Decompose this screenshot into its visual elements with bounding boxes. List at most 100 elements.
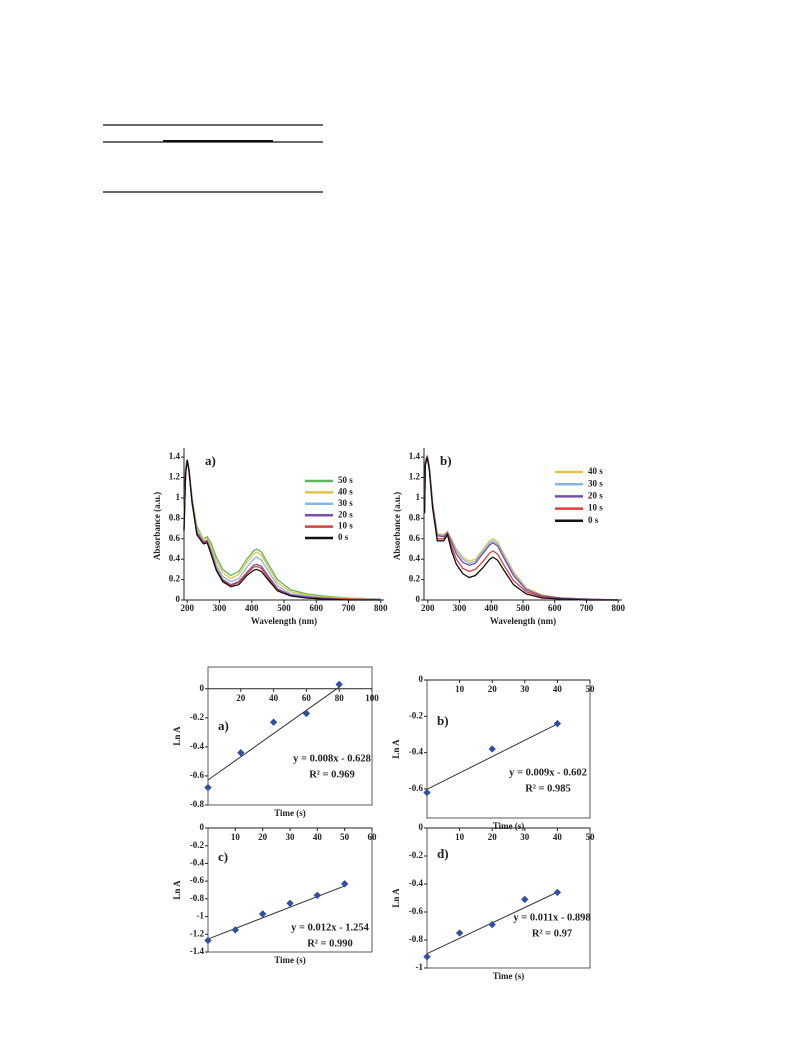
- data-point: [521, 895, 529, 904]
- y-tick-label: -0.4: [190, 857, 205, 867]
- y-tick-label: -0.2: [190, 840, 205, 850]
- x-tick-label: 600: [310, 603, 324, 613]
- y-tick-label: 1: [176, 492, 181, 502]
- y-tick-label: -0.2: [409, 710, 424, 720]
- y-tick-label: 0: [419, 674, 424, 684]
- panel-label: a): [205, 453, 216, 468]
- y-tick-label: 0.6: [169, 533, 181, 543]
- x-tick-label: 30: [520, 684, 530, 694]
- y-tick-label: 0.4: [169, 553, 181, 563]
- y-tick-label: -0.4: [190, 741, 205, 751]
- data-point: [553, 888, 562, 897]
- panel-label: b): [440, 453, 452, 468]
- x-tick-label: 200: [180, 603, 194, 613]
- legend-label: 0 s: [588, 515, 599, 525]
- x-tick-label: 100: [365, 693, 379, 703]
- fit-equation: y = 0.008x - 0.628: [293, 753, 371, 764]
- y-tick-label: -0.4: [409, 747, 424, 757]
- panel-label: c): [218, 849, 228, 864]
- x-tick-label: 10: [231, 832, 241, 842]
- r-squared: R² = 0.985: [525, 783, 571, 794]
- legend-label: 30 s: [588, 478, 603, 488]
- r-squared: R² = 0.969: [309, 769, 355, 780]
- data-point: [423, 788, 431, 797]
- y-tick-label: 0: [200, 822, 205, 832]
- x-tick-label: 80: [335, 693, 345, 703]
- x-tick-label: 40: [269, 693, 279, 703]
- spectrum-line: [423, 454, 619, 601]
- r-squared: R² = 0.990: [307, 938, 353, 949]
- legend-label: 50 s: [338, 475, 353, 485]
- x-tick-label: 500: [277, 603, 291, 613]
- data-point: [204, 783, 212, 792]
- legend-label: 10 s: [588, 503, 603, 513]
- data-point: [455, 929, 464, 937]
- legend-label: 40 s: [338, 486, 353, 496]
- y-tick-label: -0.8: [190, 893, 205, 903]
- y-axis-title: Ln A: [172, 726, 182, 746]
- y-tick-label: 1: [416, 492, 421, 502]
- y-tick-label: -0.6: [409, 906, 424, 916]
- x-tick-label: 30: [286, 832, 296, 842]
- fit-line: [207, 885, 345, 940]
- x-tick-label: 20: [258, 832, 268, 842]
- data-point: [553, 719, 562, 728]
- y-tick-label: -1: [416, 962, 424, 972]
- y-tick-label: 0: [416, 594, 421, 604]
- x-tick-label: 300: [213, 603, 227, 613]
- fit-equation: y = 0.011x - 0.898: [513, 912, 590, 923]
- x-tick-label: 800: [374, 603, 388, 613]
- y-tick-label: 0.8: [409, 512, 421, 522]
- panel-label: b): [437, 713, 449, 728]
- x-tick-label: 800: [611, 603, 625, 613]
- x-axis-title: Time (s): [493, 971, 525, 981]
- y-tick-label: -0.6: [190, 875, 205, 885]
- panel-label: a): [218, 718, 229, 733]
- y-tick-label: -1.2: [190, 928, 205, 938]
- legend-label: 10 s: [338, 521, 353, 531]
- fit-equation: y = 0.009x - 0.602: [509, 767, 587, 778]
- x-tick-label: 500: [516, 603, 530, 613]
- y-tick-label: -0.4: [409, 878, 424, 888]
- y-tick-label: -0.6: [409, 783, 424, 793]
- legend-label: 0 s: [338, 532, 349, 542]
- data-point: [335, 680, 343, 689]
- x-tick-label: 700: [580, 603, 594, 613]
- x-tick-label: 20: [236, 693, 246, 703]
- data-point: [313, 891, 322, 899]
- data-point: [286, 899, 294, 907]
- legend-label: 40 s: [588, 466, 603, 476]
- data-point: [488, 920, 496, 929]
- legend-label: 30 s: [338, 498, 353, 508]
- y-tick-label: 0: [419, 822, 424, 832]
- spectrum-line: [423, 456, 619, 601]
- x-tick-label: 400: [245, 603, 259, 613]
- y-tick-label: 0.2: [409, 574, 421, 584]
- x-tick-label: 50: [586, 832, 596, 842]
- y-axis-title: Absorbance (a.u.): [152, 492, 162, 560]
- y-tick-label: 0.6: [409, 533, 421, 543]
- x-tick-label: 10: [455, 684, 465, 694]
- x-tick-label: 60: [368, 832, 378, 842]
- y-tick-label: -0.2: [409, 850, 424, 860]
- data-point: [340, 880, 349, 888]
- y-axis-title: Ln A: [391, 888, 401, 908]
- y-tick-label: -0.2: [190, 712, 205, 722]
- y-tick-label: 1.4: [409, 451, 421, 461]
- y-tick-label: -0.8: [409, 934, 424, 944]
- legend-label: 20 s: [338, 509, 353, 519]
- data-point: [423, 953, 431, 961]
- y-tick-label: 0: [176, 594, 181, 604]
- x-tick-label: 40: [553, 832, 563, 842]
- x-tick-label: 30: [520, 832, 530, 842]
- x-tick-label: 40: [313, 832, 323, 842]
- y-tick-label: -0.6: [190, 770, 205, 780]
- y-axis-title: Absorbance (a.u.): [392, 492, 402, 560]
- y-tick-label: 0.8: [169, 512, 181, 522]
- y-tick-label: 1.2: [169, 472, 181, 482]
- data-point: [258, 910, 267, 918]
- x-tick-label: 10: [455, 832, 465, 842]
- plot-frame: [426, 827, 591, 969]
- fit-equation: y = 0.012x - 1.254: [291, 922, 369, 933]
